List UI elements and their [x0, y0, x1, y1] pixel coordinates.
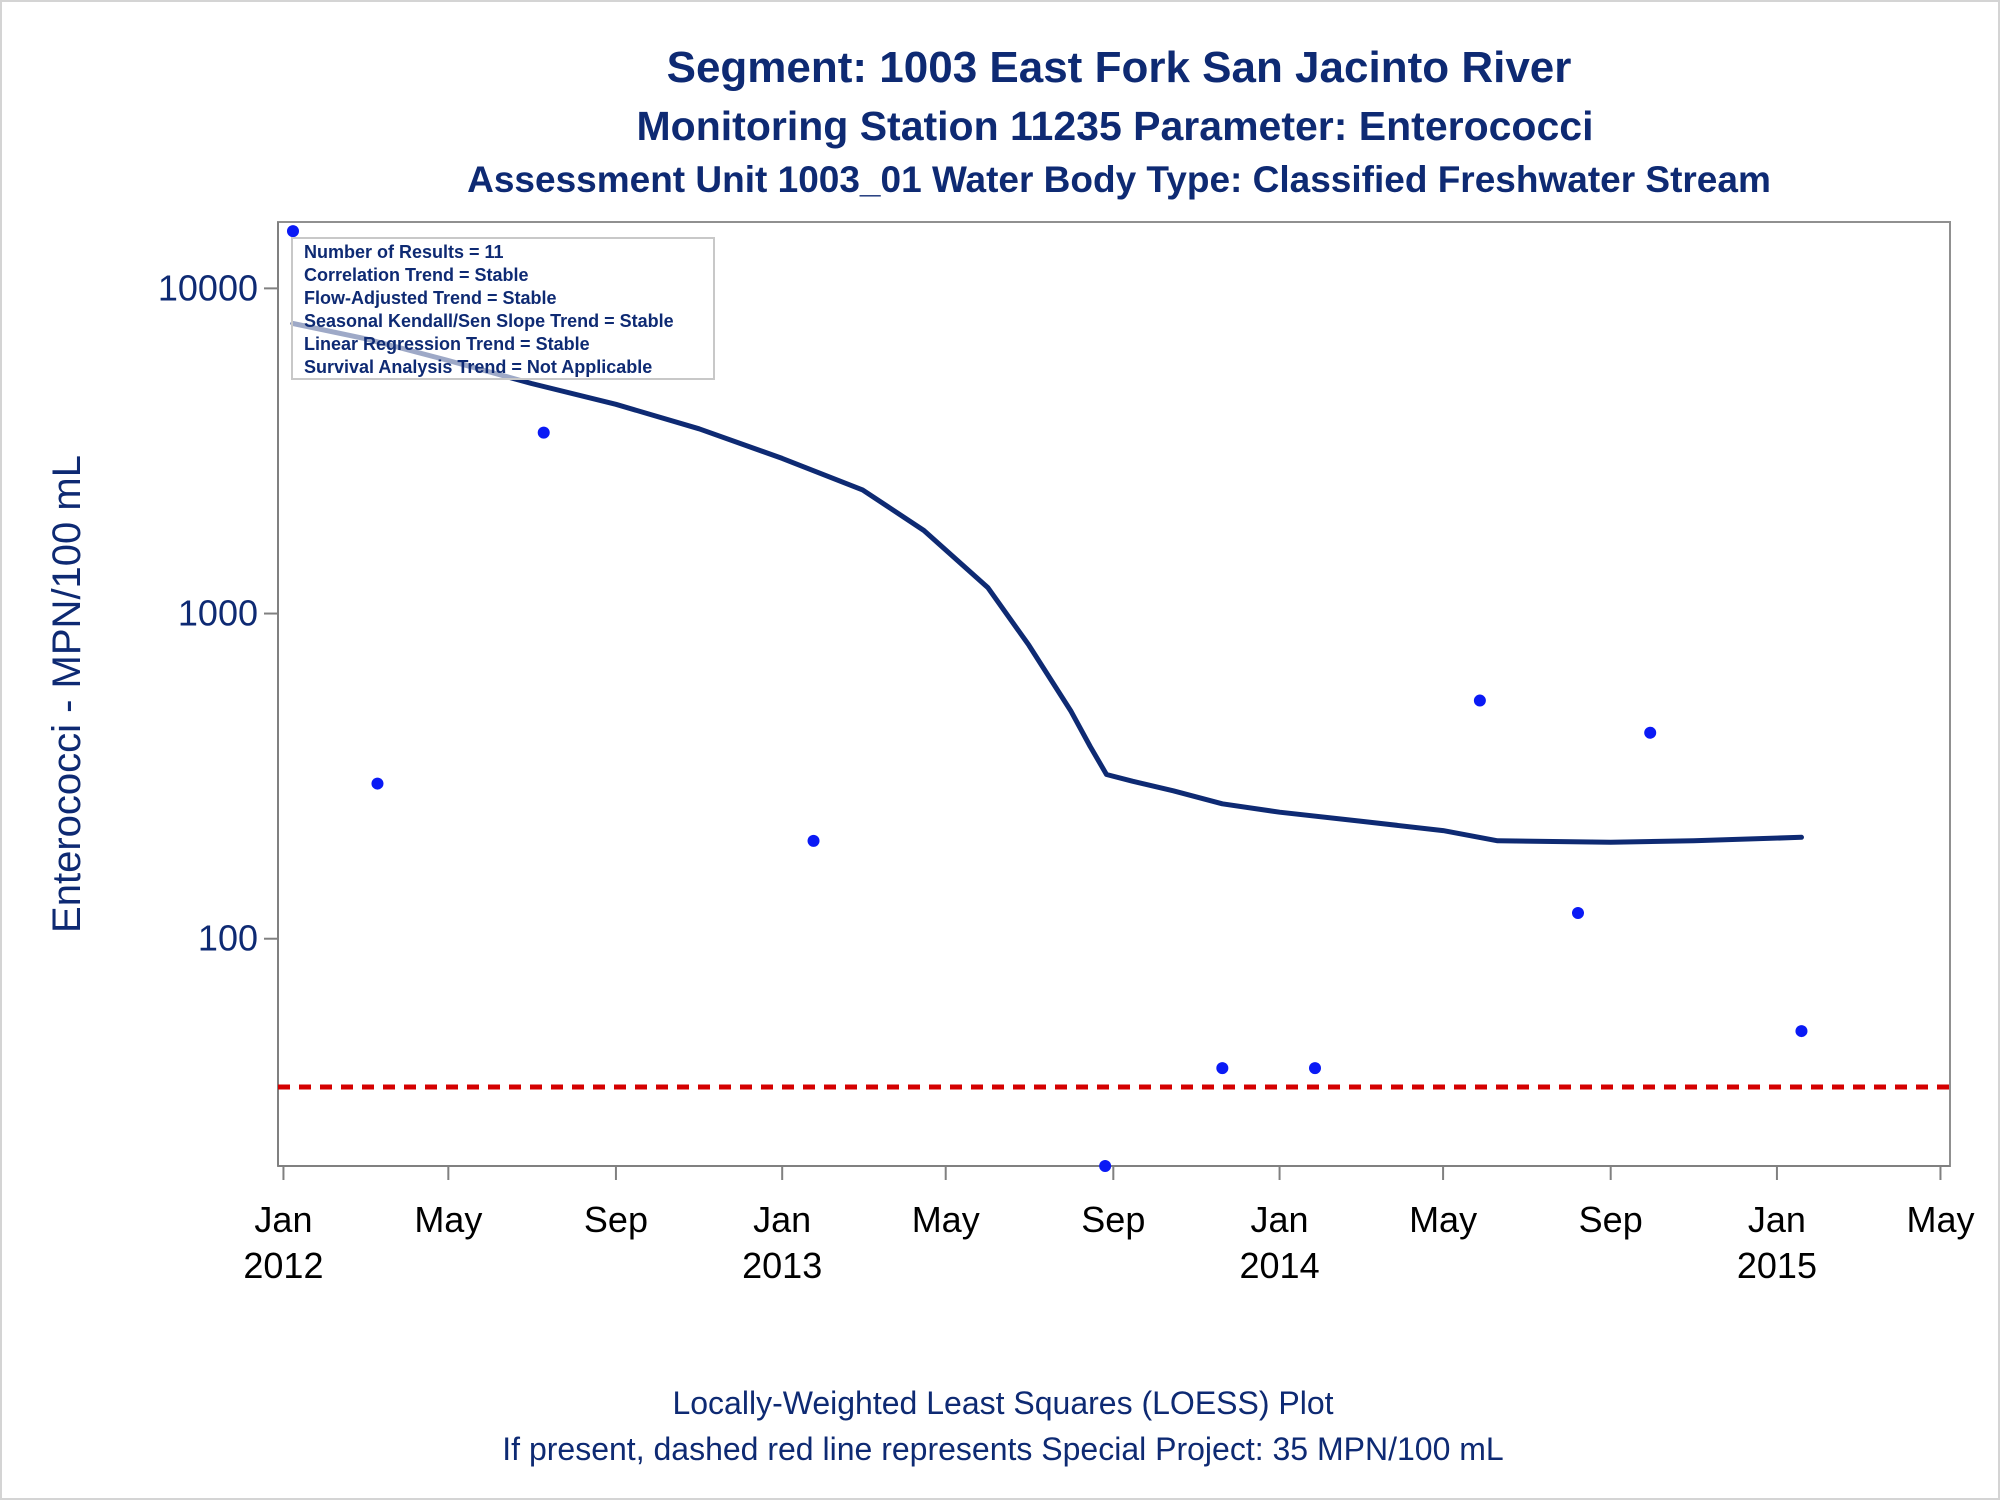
x-tick-year-label: 2014	[1240, 1245, 1320, 1286]
data-point	[1216, 1062, 1229, 1075]
y-tick-label: 100	[198, 918, 258, 959]
x-tick-year-label: 2012	[243, 1245, 323, 1286]
x-tick-label: Jan	[753, 1199, 811, 1240]
y-tick-label: 10000	[158, 267, 258, 308]
loess-line-layer	[290, 321, 1804, 845]
data-point	[807, 834, 820, 847]
data-point	[537, 426, 550, 439]
footnote-line1: Locally-Weighted Least Squares (LOESS) P…	[672, 1385, 1333, 1421]
stats-box: Number of Results = 11 Correlation Trend…	[291, 237, 715, 380]
stats-survival-analysis-trend: Survival Analysis Trend = Not Applicable	[304, 357, 652, 377]
x-tick-label: Jan	[1748, 1199, 1806, 1240]
stats-correlation-trend: Correlation Trend = Stable	[304, 265, 529, 285]
y-tick-label: 1000	[178, 593, 258, 634]
x-tick-label: May	[1409, 1199, 1477, 1240]
x-tick-label: Jan	[254, 1199, 312, 1240]
x-tick-label: May	[414, 1199, 482, 1240]
x-tick-year-label: 2015	[1737, 1245, 1817, 1286]
y-axis-label: Enterococci - MPN/100 mL	[45, 455, 89, 933]
x-tick-label: Jan	[1251, 1199, 1309, 1240]
stats-box-border	[291, 237, 715, 380]
data-point	[1099, 1160, 1112, 1172]
data-point	[286, 225, 299, 238]
chart-title-line3: Assessment Unit 1003_01 Water Body Type:…	[467, 159, 1771, 200]
data-point	[1644, 726, 1657, 739]
loess-trend-line	[290, 321, 1804, 845]
x-tick-label: Sep	[1579, 1199, 1643, 1240]
stats-results-count: Number of Results = 11	[304, 242, 504, 262]
data-point	[1308, 1062, 1321, 1075]
x-tick-year-label: 2013	[742, 1245, 822, 1286]
y-axis: 100 1000 10000	[158, 222, 279, 1166]
x-tick-label: May	[1906, 1199, 1974, 1240]
data-point	[371, 777, 384, 790]
x-tick-label: Sep	[1081, 1199, 1145, 1240]
x-tick-label: May	[912, 1199, 980, 1240]
stats-linear-regression-trend: Linear Regression Trend = Stable	[304, 334, 590, 354]
data-points-layer	[286, 225, 1808, 1172]
footnote-line2: If present, dashed red line represents S…	[502, 1431, 1503, 1467]
data-point	[1795, 1025, 1808, 1038]
chart-title-line2: Monitoring Station 11235 Parameter: Ente…	[637, 103, 1594, 149]
x-axis: Jan 2012 May Sep Jan 2013 May Sep Jan 2014 May Sep J…	[243, 1165, 1974, 1286]
data-point	[1473, 694, 1486, 707]
data-point	[1571, 906, 1584, 919]
stats-seasonal-kendall-trend: Seasonal Kendall/Sen Slope Trend = Stabl…	[304, 311, 674, 331]
chart-title-line1: Segment: 1003 East Fork San Jacinto Rive…	[667, 43, 1572, 92]
stats-flow-adjusted-trend: Flow-Adjusted Trend = Stable	[304, 288, 557, 308]
x-tick-label: Sep	[584, 1199, 648, 1240]
